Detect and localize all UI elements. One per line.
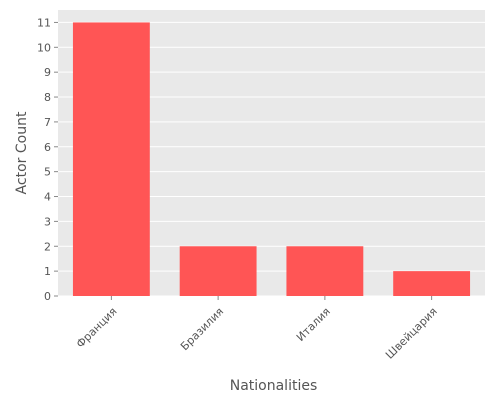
y-tick-label: 0	[44, 290, 51, 303]
y-tick-label: 7	[44, 116, 51, 129]
y-tick-label: 10	[37, 41, 51, 54]
y-tick-label: 6	[44, 141, 51, 154]
y-tick-label: 9	[44, 66, 51, 79]
bar-2	[286, 246, 364, 296]
bar-0	[72, 22, 150, 296]
x-axis-title: Nationalities	[230, 378, 318, 394]
y-tick-label: 1	[44, 265, 51, 278]
x-tick-label: Бразилия	[178, 305, 226, 353]
y-tick-label: 11	[37, 16, 51, 29]
x-axis-ticks: Франция Бразилия Италия Швейцария	[74, 296, 440, 362]
x-tick-label: Италия	[294, 305, 333, 344]
bars	[72, 22, 471, 296]
y-tick-label: 4	[44, 191, 51, 204]
y-tick-label: 5	[44, 166, 51, 179]
y-axis-ticks: 0 1 2 3 4 5 6 7 8 9 10 11	[37, 16, 58, 303]
bar-1	[179, 246, 257, 296]
x-tick-label: Швейцария	[383, 305, 440, 362]
y-tick-label: 8	[44, 91, 51, 104]
y-tick-label: 2	[44, 240, 51, 253]
y-tick-label: 3	[44, 215, 51, 228]
y-axis-title: Actor Count	[14, 111, 30, 194]
x-tick-label: Франция	[74, 305, 120, 351]
bar-3	[393, 271, 471, 296]
